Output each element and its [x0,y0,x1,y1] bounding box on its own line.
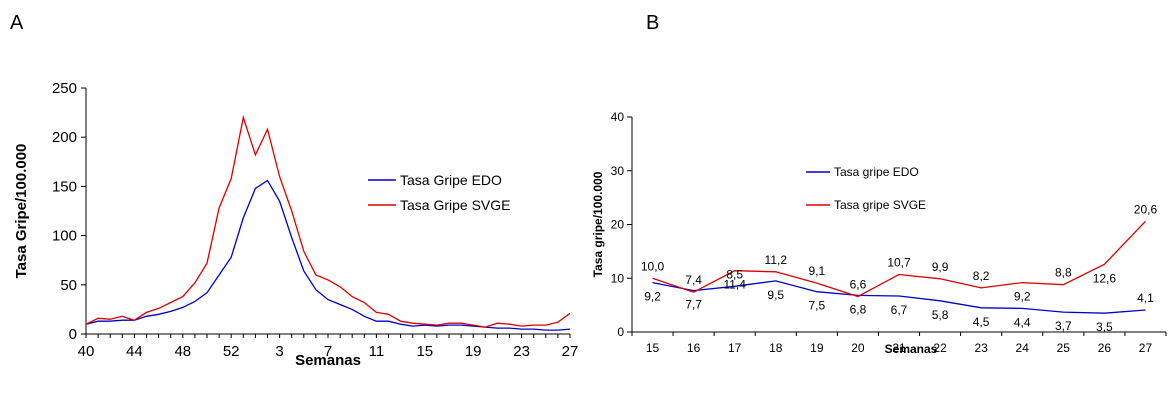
chart-b-data-label: 4,4 [1014,315,1031,329]
panel-b-letter: B [646,12,660,34]
chart-b-data-label: 10,0 [641,259,665,273]
chart-b-data-label: 6,6 [850,278,867,292]
chart-b-data-label: 3,5 [1096,320,1113,334]
chart-b-x-tick-label: 20 [851,341,865,355]
chart-a-x-tick-label: 15 [416,343,433,360]
chart-b-y-tick-label: 10 [611,271,625,285]
chart-a-x-tick-label: 23 [513,343,530,360]
chart-b-data-label: 8,8 [1055,266,1072,280]
chart-b-x-tick-label: 22 [933,341,947,355]
chart-b-data-label: 7,4 [685,273,702,287]
chart-b-data-label: 6,8 [850,302,867,316]
chart-a-x-axis-title: Semanas [295,352,361,369]
chart-a-y-tick-label: 100 [52,228,77,245]
chart-b-data-label: 5,8 [932,308,949,322]
chart-b-data-label: 9,2 [1014,290,1031,304]
chart-b-data-label: 9,2 [644,290,661,304]
chart-b-data-label: 8,5 [726,267,743,281]
chart-b-legend-label: Tasa gripe SVGE [834,198,926,212]
chart-b-x-axis-title: Semanas [885,342,938,356]
chart-b-x-tick-label: 27 [1139,341,1153,355]
chart-b-data-label: 3,7 [1055,319,1072,333]
chart-a-x-tick-label: 48 [174,343,191,360]
chart-b-y-tick-label: 0 [617,325,624,339]
chart-a-x-tick-label: 3 [275,343,283,360]
chart-b-x-tick-label: 17 [728,341,742,355]
chart-b-data-label: 11,2 [765,253,788,267]
chart-b-data-label: 11,4 [723,278,746,292]
chart-a-y-tick-label: 250 [52,80,77,97]
chart-b-x-tick-label: 15 [646,341,660,355]
chart-b-data-label: 8,2 [973,269,990,283]
chart-b-x-tick-label: 24 [1016,341,1030,355]
chart-b-data-label: 9,9 [932,260,949,274]
chart-a-x-tick-label: 40 [78,343,95,360]
chart-b-y-axis-title: Tasa gripe/100.000 [591,171,605,277]
chart-b-data-label: 7,5 [809,299,826,313]
chart-b-data-label: 20,6 [1134,202,1158,216]
chart-b-x-tick-label: 21 [892,341,906,355]
chart-b-x-tick-label: 16 [687,341,701,355]
chart-a-x-tick-label: 27 [562,343,579,360]
chart-b-y-tick-label: 20 [611,218,625,232]
chart-a-y-axis-title: Tasa Gripe/100.000 [13,144,30,279]
chart-b-x-tick-label: 18 [769,341,783,355]
chart-b-x-tick-label: 23 [974,341,988,355]
chart-a-x-tick-label: 44 [126,343,143,360]
chart-b-x-tick-label: 26 [1098,341,1112,355]
chart-b-data-label: 4,1 [1137,291,1154,305]
chart-b-x-tick-label: 25 [1057,341,1071,355]
chart-a-y-tick-label: 50 [60,277,77,294]
chart-a-x-tick-label: 52 [223,343,240,360]
chart-b-series-line-1 [652,280,1146,314]
chart-b-data-label: 10,7 [887,255,911,269]
chart-b-data-label: 9,5 [767,288,784,302]
chart-b-x-tick-label: 19 [810,341,824,355]
chart-b-series-line-2 [652,220,1146,298]
chart-a-x-tick-label: 19 [465,343,482,360]
chart-a-y-tick-label: 200 [52,129,77,146]
chart-a-legend-label: Tasa Gripe SVGE [400,197,511,213]
chart-b-data-label: 6,7 [891,303,908,317]
chart-a-x-tick-label: 7 [324,343,332,360]
chart-b-y-tick-label: 30 [611,164,625,178]
chart-b-data-label: 12,6 [1093,271,1117,285]
chart-a-legend-label: Tasa Gripe EDO [400,172,502,188]
chart-a-series-line-2 [85,114,571,328]
panel-a-letter: A [10,12,24,34]
chart-b-data-label: 7,7 [685,298,702,312]
chart-b-y-tick-label: 40 [611,110,625,124]
chart-b-data-label: 4,5 [973,315,990,329]
chart-a-series-line-1 [85,179,571,331]
chart-b-legend-label: Tasa gripe EDO [834,165,919,179]
chart-b-data-label: 9,1 [809,264,826,278]
chart-a-y-tick-label: 150 [52,178,77,195]
chart-a-y-tick-label: 0 [69,326,77,343]
chart-a-x-tick-label: 11 [369,343,385,360]
